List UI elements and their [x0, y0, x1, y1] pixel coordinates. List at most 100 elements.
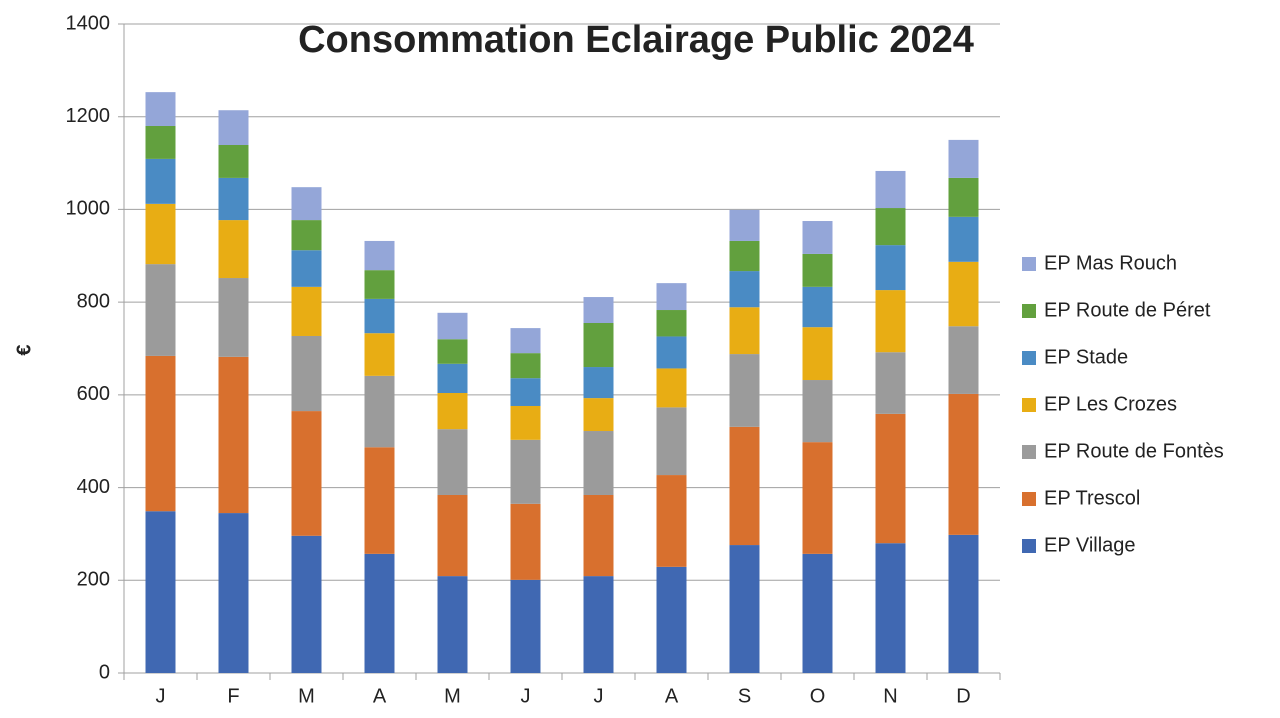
bar-segment	[510, 439, 541, 504]
legend-swatch	[1022, 398, 1036, 412]
bar-segment	[218, 513, 249, 673]
bar-segment	[291, 335, 322, 412]
bar-segment	[510, 579, 541, 673]
bar-segment	[218, 356, 249, 514]
legend-swatch	[1022, 304, 1036, 318]
bar-segment	[437, 494, 468, 577]
bar-segment	[437, 393, 468, 430]
legend-swatch	[1022, 257, 1036, 271]
y-tick-label: 1000	[66, 198, 111, 220]
bar-segment	[364, 298, 395, 334]
bar-segment	[729, 240, 760, 272]
bar-segment	[802, 253, 833, 287]
y-tick-label: 0	[99, 661, 110, 683]
bar-segment	[948, 216, 979, 262]
bar-segment	[437, 576, 468, 673]
bar-segment	[364, 553, 395, 673]
bar-segment	[145, 92, 176, 126]
x-tick-label: O	[810, 685, 826, 707]
legend-label: EP Route de Fontès	[1044, 440, 1224, 462]
bar-segment	[729, 307, 760, 355]
bar-segment	[364, 375, 395, 448]
x-tick-label: A	[665, 685, 679, 707]
x-tick-label: M	[444, 685, 461, 707]
y-tick-label: 200	[77, 569, 110, 591]
x-tick-label: J	[156, 685, 166, 707]
bar-segment	[729, 271, 760, 308]
legend-label: EP Mas Rouch	[1044, 252, 1177, 274]
legend-label: EP Route de Péret	[1044, 299, 1211, 321]
legend-swatch	[1022, 539, 1036, 553]
y-axis-label: €	[13, 344, 35, 355]
bar-segment	[802, 380, 833, 443]
legend-label: EP Village	[1044, 534, 1136, 556]
x-tick-label: S	[738, 685, 751, 707]
bar-segment	[875, 245, 906, 291]
bar-segment	[802, 327, 833, 381]
bar-segment	[948, 261, 979, 327]
bar-segment	[875, 413, 906, 544]
bar-segment	[291, 411, 322, 536]
chart-title: Consommation Eclairage Public 2024	[298, 19, 974, 61]
bar-segment	[145, 264, 176, 356]
bar-segment	[656, 336, 687, 369]
bar-segment	[218, 177, 249, 221]
bar-segment	[656, 368, 687, 408]
y-tick-label: 800	[77, 290, 110, 312]
y-tick-label: 1200	[66, 105, 111, 127]
bar-segment	[145, 203, 176, 265]
bar-segment	[948, 326, 979, 394]
bar-segment	[729, 209, 760, 241]
bar-segment	[291, 250, 322, 287]
legend-swatch	[1022, 351, 1036, 365]
bar-segment	[364, 270, 395, 299]
bar-segment	[510, 378, 541, 406]
x-tick-label: M	[298, 685, 315, 707]
bar-segment	[218, 110, 249, 145]
bar-segment	[437, 339, 468, 364]
x-tick-label: A	[373, 685, 387, 707]
bar-segment	[364, 240, 395, 271]
x-tick-label: J	[594, 685, 604, 707]
bar-segment	[875, 352, 906, 414]
bar-segment	[729, 354, 760, 427]
x-tick-label: F	[227, 685, 239, 707]
y-tick-label: 400	[77, 476, 110, 498]
bar-segment	[510, 328, 541, 354]
bar-segment	[145, 125, 176, 159]
x-tick-label: D	[956, 685, 970, 707]
bar-segment	[291, 220, 322, 251]
legend-swatch	[1022, 492, 1036, 506]
bar-segment	[656, 407, 687, 476]
bar-segment	[656, 283, 687, 311]
bar-segment	[291, 187, 322, 221]
bar-segment	[291, 286, 322, 336]
bar-segment	[802, 553, 833, 673]
bar-segment	[656, 310, 687, 337]
bar-segment	[583, 367, 614, 399]
x-tick-label: J	[521, 685, 531, 707]
bar-segment	[583, 297, 614, 324]
legend-swatch	[1022, 445, 1036, 459]
y-tick-label: 1400	[66, 12, 111, 34]
bar-segment	[218, 220, 249, 279]
bar-segment	[364, 447, 395, 554]
bar-segment	[437, 312, 468, 340]
legend-label: EP Stade	[1044, 346, 1128, 368]
bar-segment	[656, 566, 687, 673]
bar-segment	[948, 534, 979, 673]
bar-segment	[583, 431, 614, 495]
bar-segment	[948, 177, 979, 217]
bar-segment	[437, 429, 468, 495]
bar-segment	[218, 144, 249, 178]
bar-segment	[802, 221, 833, 254]
bar-segment	[364, 333, 395, 376]
bar-segment	[875, 543, 906, 673]
bar-segment	[583, 494, 614, 577]
bar-segment	[802, 442, 833, 554]
legend-label: EP Les Crozes	[1044, 393, 1177, 415]
bar-segment	[510, 503, 541, 580]
legend-label: EP Trescol	[1044, 487, 1140, 509]
bar-segment	[510, 353, 541, 379]
bar-segment	[510, 405, 541, 440]
